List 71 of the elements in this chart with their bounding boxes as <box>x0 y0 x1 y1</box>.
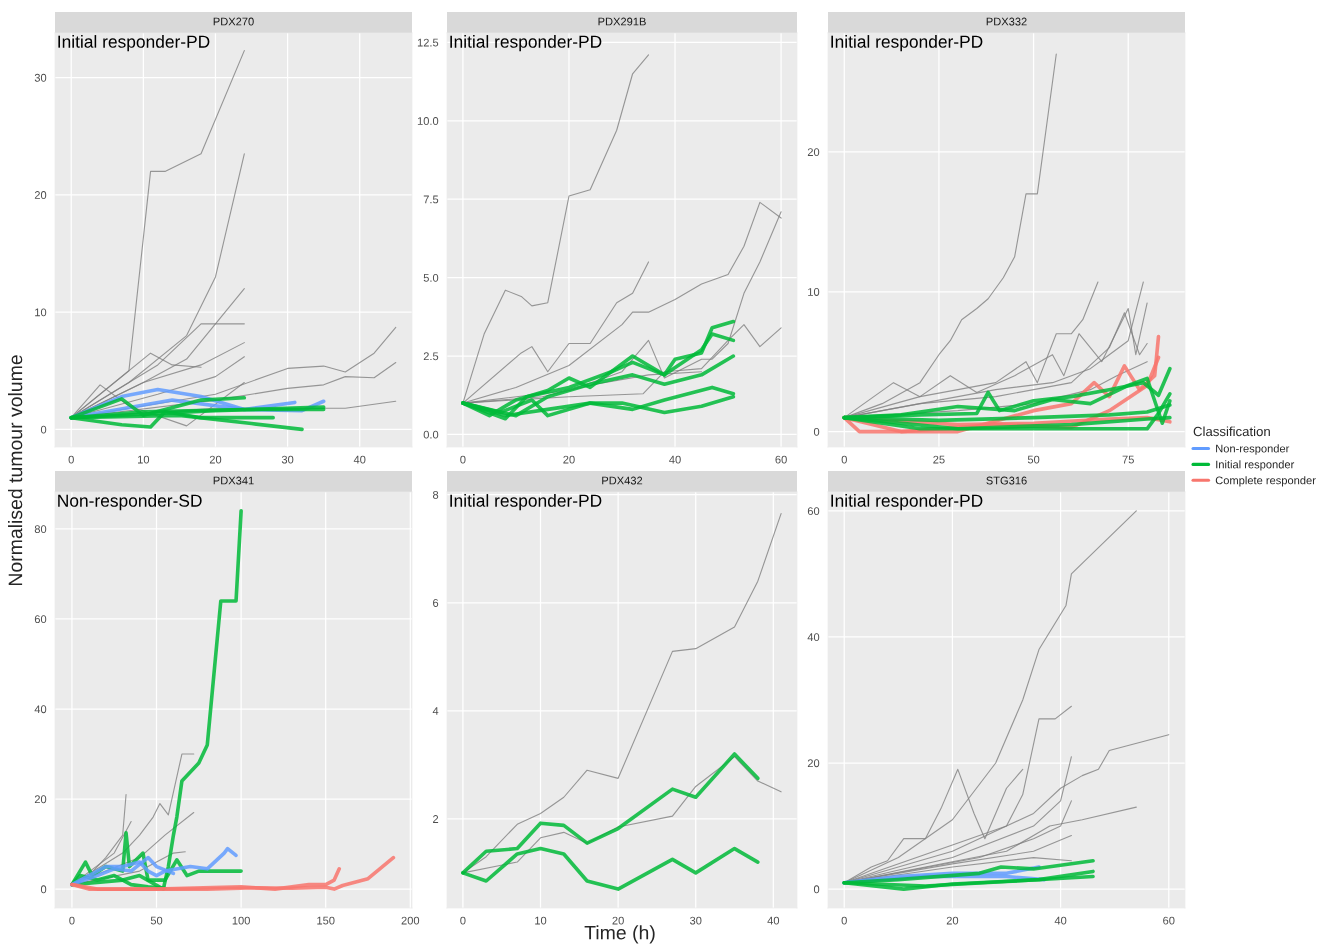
legend-label: Initial responder <box>1216 460 1295 471</box>
y-tick-label: 7.5 <box>423 195 439 204</box>
y-tick-label: 0 <box>40 425 47 434</box>
x-tick-label: 10 <box>138 455 150 464</box>
y-tick-label: 0.0 <box>423 430 439 439</box>
y-tick-label: 2.5 <box>423 352 439 361</box>
x-tick-label: 0 <box>841 916 847 925</box>
x-axis-title: Time (h) <box>584 925 655 944</box>
x-tick-label: 0 <box>460 455 466 464</box>
x-tick-label: 25 <box>933 455 945 464</box>
y-tick-label: 40 <box>34 705 47 714</box>
chart-title: PDX291B <box>598 17 646 26</box>
x-tick-label: 40 <box>669 455 681 464</box>
chart-title: STG316 <box>986 476 1027 485</box>
x-tick-label: 20 <box>563 455 575 464</box>
x-tick-label: 0 <box>841 455 847 464</box>
y-tick-label: 2 <box>433 815 439 823</box>
x-tick-label: 0 <box>460 916 466 925</box>
y-tick-label: 30 <box>34 73 47 82</box>
y-tick-label: 10.0 <box>417 117 439 125</box>
y-tick-label: 20 <box>807 148 820 157</box>
chart-title: PDX332 <box>986 17 1027 26</box>
annotation: Initial responder-PD <box>450 35 602 52</box>
annotation: Initial responder-PD <box>58 35 210 52</box>
y-tick-label: 0 <box>813 427 820 436</box>
y-tick-label: 8 <box>432 490 439 499</box>
y-tick-label: 0 <box>813 885 820 894</box>
legend-title: Classification <box>1193 426 1270 437</box>
chart-title: PDX432 <box>602 476 643 485</box>
x-tick-label: 50 <box>150 916 163 925</box>
y-axis-title: Normalised tumour volume <box>8 355 23 586</box>
y-tick-label: 10 <box>35 308 47 317</box>
x-tick-label: 30 <box>281 455 294 464</box>
y-tick-label: 0 <box>40 885 47 894</box>
y-tick-label: 4 <box>432 707 439 715</box>
y-tick-label: 20 <box>34 795 47 804</box>
chart-title: PDX270 <box>213 17 254 26</box>
y-tick-label: 12.5 <box>417 38 439 47</box>
x-tick-label: 150 <box>317 916 335 925</box>
x-tick-label: 200 <box>401 916 420 925</box>
annotation: Initial responder-PD <box>831 494 983 511</box>
chart-title: PDX341 <box>213 476 254 485</box>
y-tick-label: 80 <box>34 525 47 534</box>
legend-label: Complete responder <box>1215 476 1316 487</box>
annotation: Initial responder-PD <box>831 35 983 52</box>
x-tick-label: 40 <box>767 916 780 925</box>
y-tick-label: 60 <box>807 507 820 516</box>
y-tick-label: 60 <box>34 615 47 624</box>
y-tick-label: 10 <box>808 288 820 296</box>
x-tick-label: 60 <box>1163 916 1175 925</box>
y-tick-label: 6 <box>433 599 439 607</box>
y-tick-label: 40 <box>807 633 820 642</box>
x-tick-label: 0 <box>68 455 74 464</box>
x-tick-label: 40 <box>1054 916 1067 925</box>
y-tick-label: 20 <box>807 759 820 768</box>
y-tick-label: 5.0 <box>423 273 439 282</box>
x-tick-label: 30 <box>689 916 702 925</box>
x-tick-label: 60 <box>775 455 787 464</box>
x-tick-label: 20 <box>209 455 222 464</box>
x-tick-label: 40 <box>353 455 366 464</box>
x-tick-label: 100 <box>232 916 250 925</box>
x-tick-label: 20 <box>946 916 959 925</box>
x-tick-label: 0 <box>69 916 75 925</box>
annotation: Initial responder-PD <box>450 494 602 511</box>
x-tick-label: 50 <box>1027 455 1040 464</box>
x-tick-label: 75 <box>1122 455 1134 464</box>
annotation: Non-responder-SD <box>58 494 202 511</box>
x-tick-label: 10 <box>535 916 547 925</box>
x-tick-label: 20 <box>612 916 624 925</box>
legend-label: Non-responder <box>1216 444 1290 455</box>
y-tick-label: 20 <box>34 191 47 199</box>
